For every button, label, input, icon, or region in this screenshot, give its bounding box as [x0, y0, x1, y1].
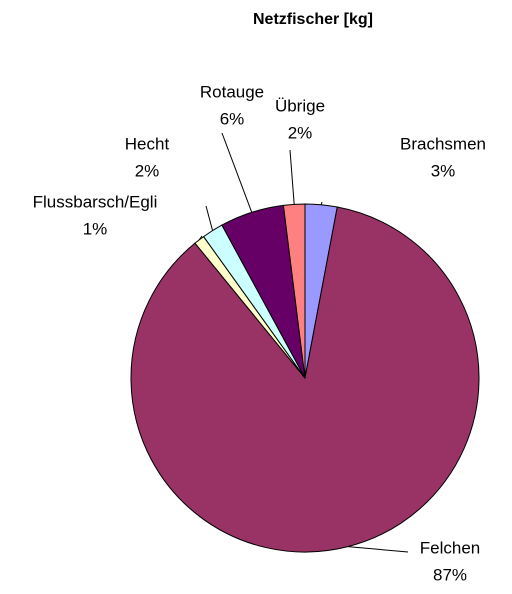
leader-line [205, 205, 214, 231]
value-label: 2% [288, 123, 313, 142]
category-label: Felchen [420, 538, 480, 557]
leader-line [198, 235, 203, 241]
value-label: 87% [433, 565, 467, 584]
category-label: Flussbarsch/Egli [33, 192, 158, 211]
category-label: Hecht [125, 134, 170, 153]
chart-title: Netzfischer [kg] [253, 11, 373, 28]
value-label: 6% [220, 109, 245, 128]
value-label: 1% [83, 219, 108, 238]
category-label: Rotauge [200, 82, 264, 101]
leader-line [347, 546, 409, 553]
leader-line [289, 149, 295, 205]
leader-line [320, 201, 323, 205]
leader-line [221, 132, 253, 213]
value-label: 3% [431, 161, 456, 180]
value-label: 2% [135, 161, 160, 180]
category-label: Übrige [275, 96, 325, 115]
category-label: Brachsmen [400, 134, 486, 153]
